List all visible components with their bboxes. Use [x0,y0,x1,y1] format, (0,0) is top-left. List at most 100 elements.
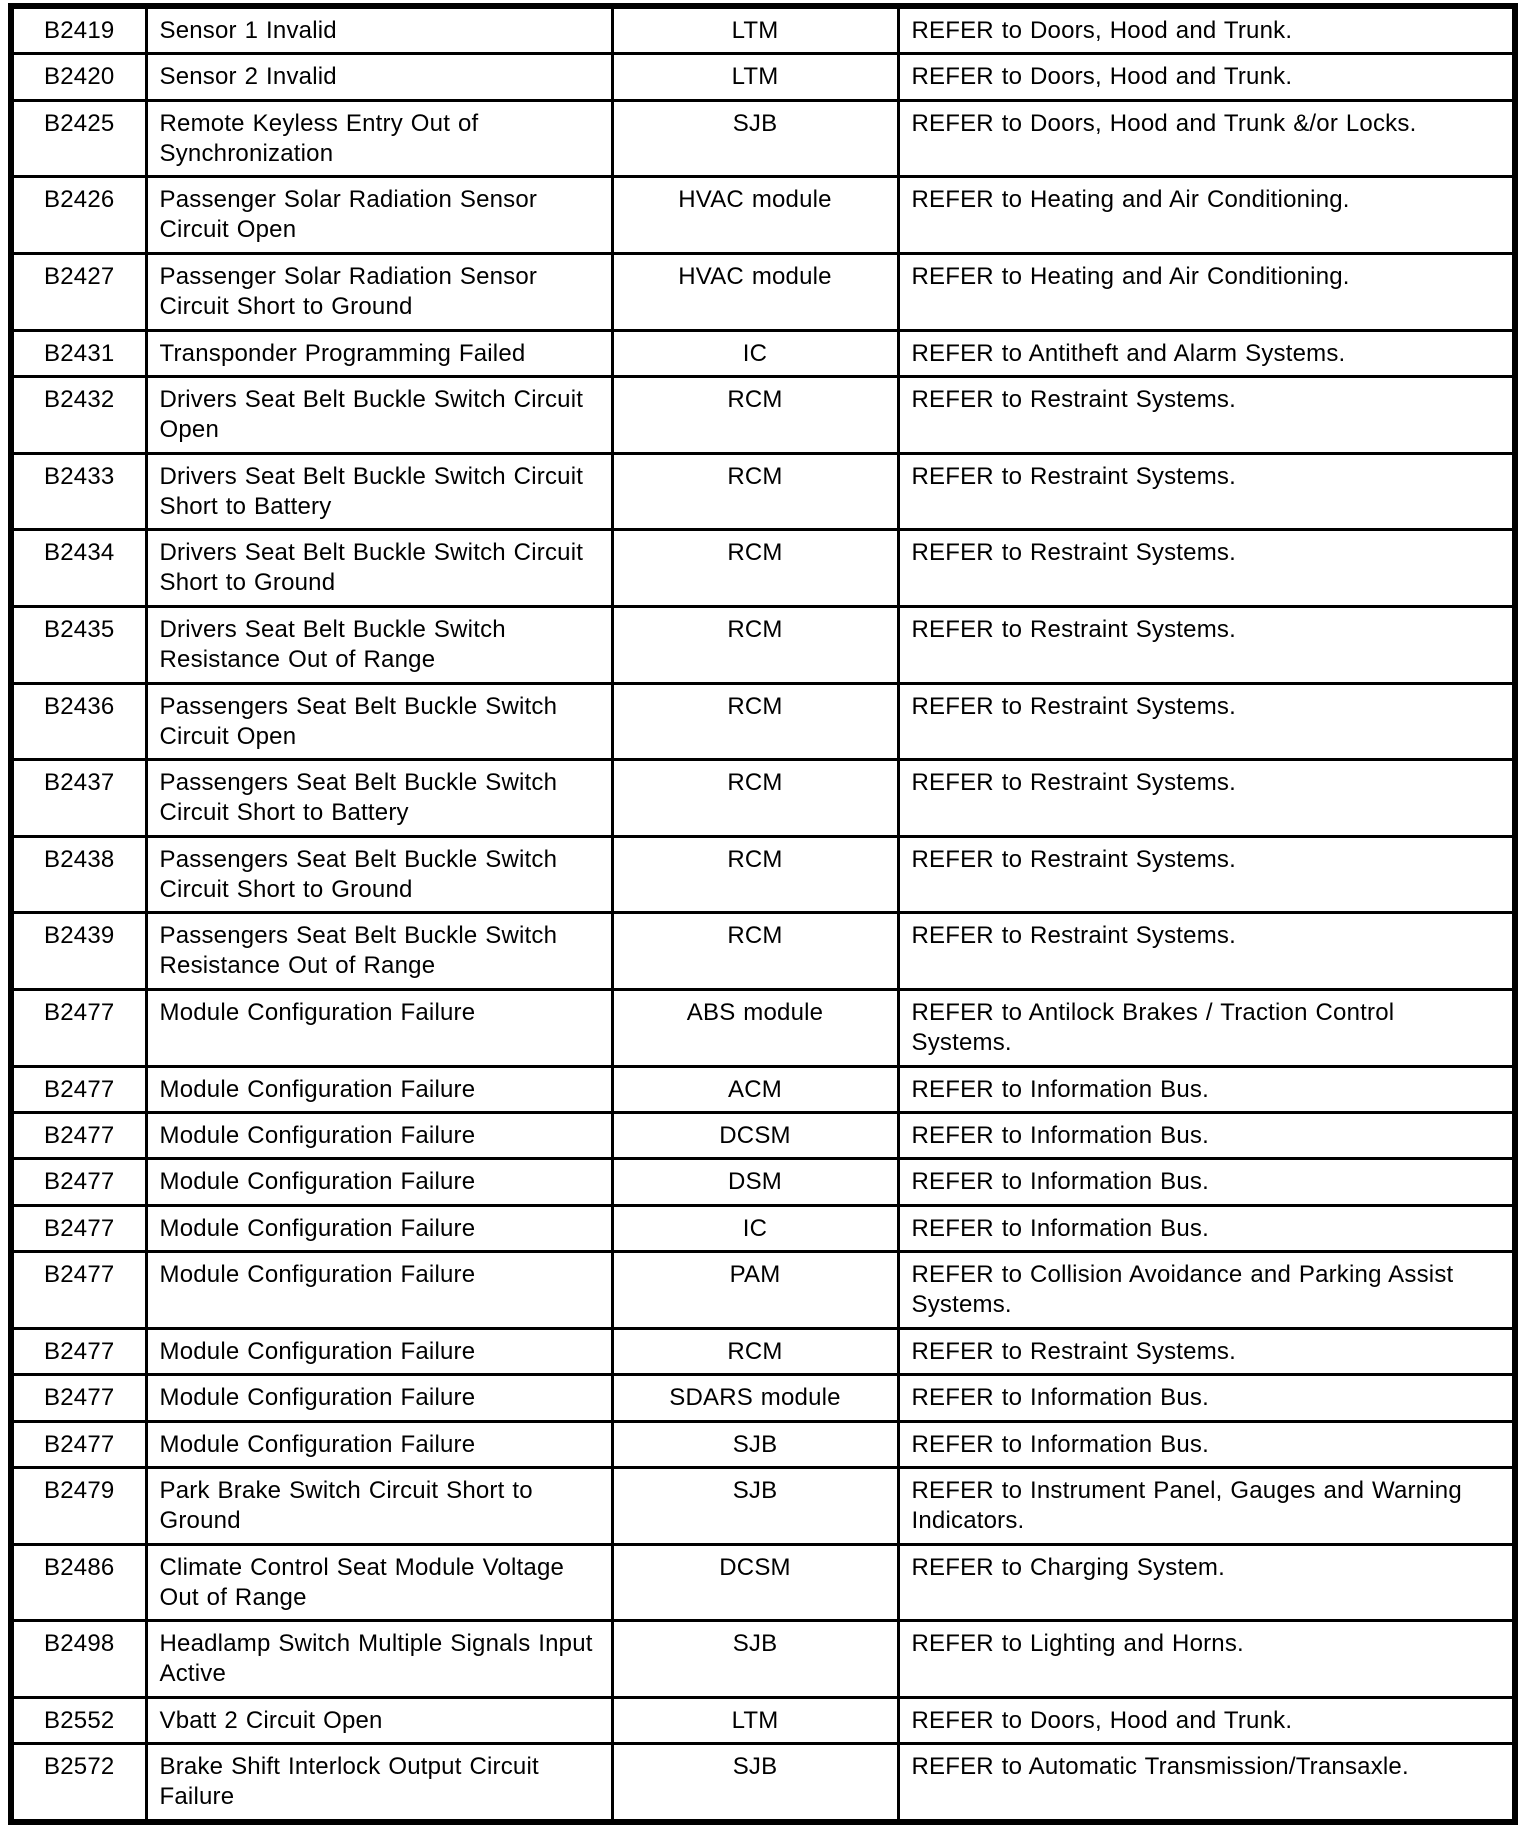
dtc-description-cell: Drivers Seat Belt Buckle Switch Circuit … [144,528,614,608]
dtc-module-cell: PAM [610,1250,900,1330]
dtc-action-cell: REFER to Restraint Systems. [896,911,1517,992]
dtc-description-cell: Passengers Seat Belt Buckle Switch Circu… [144,834,614,915]
dtc-code-cell: B2477 [9,988,148,1068]
dtc-module-cell: RCM [610,375,900,455]
table-row: B2477 Module Configuration Failure RCM R… [9,1326,1517,1377]
dtc-action-cell: REFER to Lighting and Horns. [896,1619,1517,1699]
dtc-module-cell: RCM [610,911,900,992]
dtc-module-cell: HVAC module [610,175,900,256]
dtc-module-cell: LTM [610,4,900,56]
dtc-module-cell: SJB [610,1742,900,1824]
dtc-description-cell: Brake Shift Interlock Output Circuit Fai… [144,1742,614,1824]
dtc-code-cell: B2432 [9,375,148,455]
dtc-description-cell: Drivers Seat Belt Buckle Switch Circuit … [144,451,614,532]
dtc-action-cell: REFER to Information Bus. [896,1064,1517,1115]
dtc-module-cell: LTM [610,52,900,102]
dtc-action-cell: REFER to Automatic Transmission/Transaxl… [896,1742,1517,1824]
dtc-module-cell: DCSM [610,1542,900,1623]
dtc-code-cell: B2433 [9,451,148,532]
dtc-code-cell: B2477 [9,1326,148,1377]
dtc-code-cell: B2572 [9,1742,148,1824]
dtc-description-cell: Vbatt 2 Circuit Open [144,1695,614,1746]
dtc-module-cell: RCM [610,451,900,532]
table-row: B2438 Passengers Seat Belt Buckle Switch… [9,834,1517,915]
dtc-module-cell: RCM [610,528,900,608]
dtc-module-cell: SDARS module [610,1373,900,1423]
table-row: B2477 Module Configuration Failure SDARS… [9,1373,1517,1423]
dtc-action-cell: REFER to Doors, Hood and Trunk &/or Lock… [896,98,1517,179]
dtc-description-cell: Module Configuration Failure [144,1203,614,1254]
dtc-description-cell: Module Configuration Failure [144,988,614,1068]
dtc-code-cell: B2437 [9,758,148,838]
dtc-action-cell: REFER to Restraint Systems. [896,451,1517,532]
table-row: B2425 Remote Keyless Entry Out of Synchr… [9,98,1517,179]
dtc-description-cell: Passengers Seat Belt Buckle Switch Circu… [144,681,614,762]
dtc-module-cell: ACM [610,1064,900,1115]
dtc-code-cell: B2436 [9,681,148,762]
table-row: B2436 Passengers Seat Belt Buckle Switch… [9,681,1517,762]
dtc-code-cell: B2425 [9,98,148,179]
dtc-module-cell: SJB [610,98,900,179]
dtc-module-cell: DSM [610,1157,900,1207]
dtc-description-cell: Module Configuration Failure [144,1064,614,1115]
dtc-code-cell: B2477 [9,1203,148,1254]
dtc-code-cell: B2431 [9,328,148,379]
dtc-description-cell: Passengers Seat Belt Buckle Switch Circu… [144,758,614,838]
table-row: B2432 Drivers Seat Belt Buckle Switch Ci… [9,375,1517,455]
dtc-description-cell: Passenger Solar Radiation Sensor Circuit… [144,175,614,256]
dtc-action-cell: REFER to Doors, Hood and Trunk. [896,1695,1517,1746]
dtc-module-cell: SJB [610,1419,900,1469]
dtc-code-cell: B2434 [9,528,148,608]
dtc-description-cell: Module Configuration Failure [144,1373,614,1423]
table-row: B2479 Park Brake Switch Circuit Short to… [9,1465,1517,1546]
dtc-module-cell: IC [610,1203,900,1254]
table-row: B2486 Climate Control Seat Module Voltag… [9,1542,1517,1623]
dtc-code-cell: B2435 [9,604,148,685]
dtc-code-cell: B2439 [9,911,148,992]
dtc-code-cell: B2552 [9,1695,148,1746]
dtc-action-cell: REFER to Doors, Hood and Trunk. [896,4,1517,56]
dtc-description-cell: Park Brake Switch Circuit Short to Groun… [144,1465,614,1546]
dtc-code-cell: B2498 [9,1619,148,1699]
dtc-code-cell: B2426 [9,175,148,256]
table-row: B2552 Vbatt 2 Circuit Open LTM REFER to … [9,1695,1517,1746]
dtc-code-cell: B2477 [9,1419,148,1469]
dtc-code-cell: B2420 [9,52,148,102]
dtc-module-cell: SJB [610,1619,900,1699]
dtc-action-cell: REFER to Information Bus. [896,1203,1517,1254]
table-row: B2426 Passenger Solar Radiation Sensor C… [9,175,1517,256]
dtc-code-cell: B2477 [9,1250,148,1330]
table-row: B2498 Headlamp Switch Multiple Signals I… [9,1619,1517,1699]
dtc-description-cell: Passengers Seat Belt Buckle Switch Resis… [144,911,614,992]
dtc-module-cell: RCM [610,758,900,838]
dtc-code-cell: B2477 [9,1157,148,1207]
dtc-module-cell: SJB [610,1465,900,1546]
dtc-description-cell: Module Configuration Failure [144,1157,614,1207]
dtc-action-cell: REFER to Information Bus. [896,1419,1517,1469]
dtc-action-cell: REFER to Restraint Systems. [896,528,1517,608]
dtc-action-cell: REFER to Restraint Systems. [896,758,1517,838]
table-row: B2477 Module Configuration Failure PAM R… [9,1250,1517,1330]
table-row: B2434 Drivers Seat Belt Buckle Switch Ci… [9,528,1517,608]
dtc-action-cell: REFER to Collision Avoidance and Parking… [896,1250,1517,1330]
dtc-module-cell: RCM [610,604,900,685]
dtc-module-cell: LTM [610,1695,900,1746]
dtc-code-cell: B2477 [9,1064,148,1115]
dtc-code-cell: B2438 [9,834,148,915]
dtc-description-cell: Drivers Seat Belt Buckle Switch Circuit … [144,375,614,455]
dtc-description-cell: Drivers Seat Belt Buckle Switch Resistan… [144,604,614,685]
table-row: B2427 Passenger Solar Radiation Sensor C… [9,252,1517,332]
dtc-description-cell: Module Configuration Failure [144,1419,614,1469]
dtc-action-cell: REFER to Doors, Hood and Trunk. [896,52,1517,102]
dtc-description-cell: Module Configuration Failure [144,1326,614,1377]
dtc-action-cell: REFER to Information Bus. [896,1157,1517,1207]
dtc-module-cell: DCSM [610,1111,900,1161]
table-row: B2439 Passengers Seat Belt Buckle Switch… [9,911,1517,992]
dtc-description-cell: Climate Control Seat Module Voltage Out … [144,1542,614,1623]
dtc-description-cell: Sensor 2 Invalid [144,52,614,102]
table-row: B2435 Drivers Seat Belt Buckle Switch Re… [9,604,1517,685]
dtc-module-cell: RCM [610,681,900,762]
dtc-action-cell: REFER to Information Bus. [896,1111,1517,1161]
dtc-module-cell: IC [610,328,900,379]
dtc-description-cell: Sensor 1 Invalid [144,4,614,56]
